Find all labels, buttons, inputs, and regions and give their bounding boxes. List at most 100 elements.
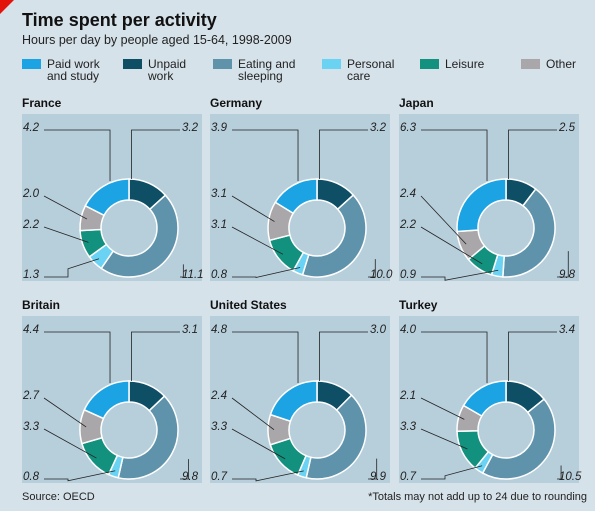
- value-label-eating-sleeping: 9.9: [370, 471, 386, 483]
- value-label-leisure: 3.3: [23, 421, 39, 433]
- value-label-paid-work: 4.2: [23, 122, 39, 134]
- chart-subtitle: Hours per day by people aged 15-64, 1998…: [22, 33, 292, 47]
- leader-line-other: [420, 195, 467, 245]
- leader-line-paid-work: [421, 129, 488, 181]
- leader-line-paid-work: [232, 129, 299, 181]
- slice-paid-work: [269, 380, 318, 423]
- panel-title: Japan: [399, 96, 434, 110]
- leader-line-eating-sleeping: [368, 458, 378, 480]
- leader-line-eating-sleeping: [180, 459, 189, 480]
- chart-title: Time spent per activity: [22, 10, 217, 30]
- leader-line-unpaid-work: [319, 129, 368, 180]
- leader-line-unpaid-work: [131, 331, 180, 382]
- value-label-paid-work: 6.3: [400, 122, 416, 134]
- value-label-eating-sleeping: 9.8: [559, 269, 575, 281]
- footnote: *Totals may not add up to 24 due to roun…: [368, 491, 587, 503]
- leader-line-unpaid-work: [508, 331, 557, 382]
- legend: Paid work and study Unpaid work Eating a…: [0, 58, 595, 88]
- legend-swatch: [22, 59, 41, 69]
- legend-item-paid-work: Paid work and study: [22, 58, 100, 82]
- leader-line-other: [231, 195, 275, 222]
- donut-panel-turkey: Turkey 4.0 3.4 10.5 0.7 3.3 2.1: [399, 298, 582, 483]
- leader-line-leisure: [43, 226, 89, 243]
- value-label-other: 2.4: [400, 188, 416, 200]
- value-label-other: 2.1: [400, 390, 416, 402]
- leader-line-paid-work: [44, 129, 111, 181]
- value-label-eating-sleeping: 11.1: [182, 269, 204, 281]
- legend-label: Personal care: [347, 57, 395, 83]
- slice-eating-sleeping: [301, 194, 367, 278]
- leader-line-other: [420, 397, 465, 420]
- legend-swatch: [213, 59, 232, 69]
- legend-item-other: Other: [521, 58, 576, 70]
- leader-line-other: [43, 195, 88, 220]
- value-label-paid-work: 4.4: [23, 324, 39, 336]
- value-label-unpaid-work: 3.0: [370, 324, 386, 336]
- leader-line-personal-care: [232, 470, 304, 482]
- slice-eating-sleeping: [305, 394, 367, 480]
- legend-label: Paid work and study: [47, 57, 100, 83]
- value-label-eating-sleeping: 10.0: [370, 269, 393, 281]
- donut-panel-britain: Britain 4.4 3.1 9.8 0.8 3.3 2.7: [22, 298, 202, 483]
- donut-chart: [231, 331, 378, 482]
- legend-swatch: [123, 59, 142, 69]
- leader-line-leisure: [231, 226, 284, 255]
- legend-label: Eating and sleeping: [238, 57, 296, 83]
- slice-paid-work: [83, 380, 130, 420]
- value-label-personal-care: 0.8: [211, 269, 227, 281]
- value-label-unpaid-work: 2.5: [559, 122, 575, 134]
- donut-panel-united-states: United States 4.8 3.0 9.9 0.7 3.3 2.4: [210, 298, 390, 483]
- donut-chart: [43, 129, 184, 278]
- legend-label: Unpaid work: [148, 57, 187, 83]
- leader-line-eating-sleeping: [557, 251, 569, 278]
- value-label-other: 3.1: [211, 188, 227, 200]
- value-label-leisure: 2.2: [23, 219, 39, 231]
- leader-line-leisure: [420, 428, 468, 450]
- leader-line-leisure: [420, 226, 483, 265]
- value-label-paid-work: 4.0: [400, 324, 416, 336]
- slice-leisure: [269, 437, 307, 477]
- value-label-personal-care: 0.7: [211, 471, 227, 483]
- value-label-unpaid-work: 3.2: [182, 122, 198, 134]
- value-label-leisure: 2.2: [400, 219, 416, 231]
- value-label-personal-care: 0.7: [400, 471, 416, 483]
- legend-item-unpaid-work: Unpaid work: [123, 58, 186, 82]
- slice-eating-sleeping: [481, 398, 556, 480]
- panel-title: Germany: [210, 96, 263, 110]
- slice-paid-work: [84, 178, 130, 217]
- panel-title: Turkey: [399, 298, 438, 312]
- panel-title: United States: [210, 298, 287, 312]
- leader-line-personal-care: [44, 470, 116, 482]
- donut-panel-japan: Japan 6.3 2.5 9.8 0.9 2.2 2.4: [399, 96, 579, 281]
- donut-panel-france: France 4.2 3.2 11.1 1.3 2.2 2.0: [22, 96, 204, 281]
- legend-item-leisure: Leisure: [420, 58, 484, 70]
- value-label-unpaid-work: 3.1: [182, 324, 198, 336]
- legend-label: Leisure: [445, 57, 485, 71]
- donut-chart: [231, 129, 376, 279]
- value-label-personal-care: 1.3: [23, 269, 39, 281]
- leader-line-unpaid-work: [319, 331, 368, 382]
- value-label-eating-sleeping: 10.5: [559, 471, 582, 483]
- legend-swatch: [322, 59, 341, 69]
- leader-line-personal-care: [44, 258, 100, 278]
- legend-swatch: [521, 59, 540, 69]
- value-label-other: 2.4: [211, 390, 227, 402]
- source-note: Source: OECD: [22, 491, 95, 503]
- value-label-paid-work: 4.8: [211, 324, 227, 336]
- leader-line-leisure: [43, 428, 97, 459]
- leader-line-leisure: [231, 428, 286, 460]
- slice-paid-work: [462, 380, 507, 418]
- slice-eating-sleeping: [100, 194, 179, 278]
- legend-swatch: [420, 59, 439, 69]
- value-label-unpaid-work: 3.2: [370, 122, 386, 134]
- value-label-other: 2.0: [23, 188, 39, 200]
- leader-line-eating-sleeping: [368, 259, 376, 278]
- donut-chart: [420, 129, 569, 281]
- legend-item-eating-sleeping: Eating and sleeping: [213, 58, 295, 82]
- leader-line-personal-care: [421, 465, 483, 480]
- leader-line-paid-work: [421, 331, 488, 383]
- leader-line-paid-work: [232, 331, 299, 383]
- value-label-paid-work: 3.9: [211, 122, 227, 134]
- legend-label: Other: [546, 57, 577, 71]
- donut-chart: [420, 331, 562, 480]
